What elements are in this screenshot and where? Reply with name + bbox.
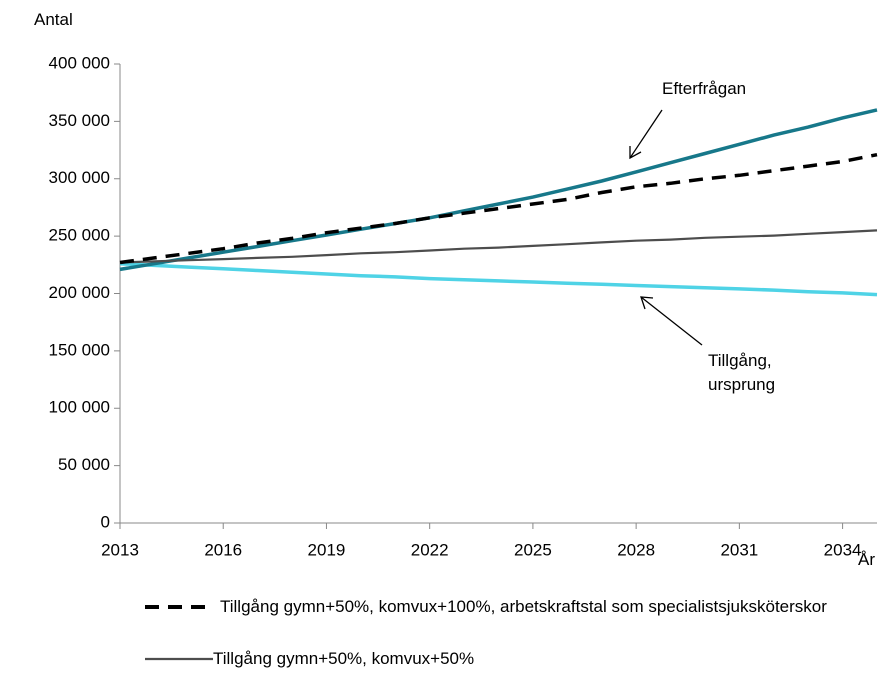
x-tick-label: 2031 (720, 540, 758, 559)
series-line (119, 152, 878, 265)
y-tick-label: 250 000 (49, 226, 110, 245)
y-tick-label: 150 000 (49, 340, 110, 359)
annotation-arrows (629, 109, 703, 346)
y-tick-label: 300 000 (49, 168, 110, 187)
annotation: Efterfrågan (662, 79, 747, 98)
x-tick-label: 2022 (411, 540, 449, 559)
x-tick-label: 2025 (514, 540, 552, 559)
legend-label: Tillgång gymn+50%, komvux+100%, arbetskr… (220, 597, 827, 616)
x-tick-label: 2016 (204, 540, 242, 559)
y-axis-label: Antal (34, 10, 73, 29)
x-tick-label: 2013 (101, 540, 139, 559)
annotation: Tillgång, ursprung (708, 351, 776, 394)
y-tick-label: 0 (101, 512, 110, 531)
x-tick-label: 2034 (824, 540, 862, 559)
x-tick-label: 2019 (308, 540, 346, 559)
y-tick-label: 100 000 (49, 398, 110, 417)
legend-label: Tillgång gymn+50%, komvux+50% (213, 649, 475, 668)
x-axis-label: År (858, 550, 875, 569)
y-tick-label: 200 000 (49, 283, 110, 302)
y-tick-label: 350 000 (49, 111, 110, 130)
series-line (119, 108, 878, 272)
series-line (119, 261, 878, 297)
y-tick-label: 50 000 (58, 455, 110, 474)
y-tick-label: 400 000 (49, 53, 110, 72)
series-line (119, 229, 878, 264)
x-tick-label: 2028 (617, 540, 655, 559)
